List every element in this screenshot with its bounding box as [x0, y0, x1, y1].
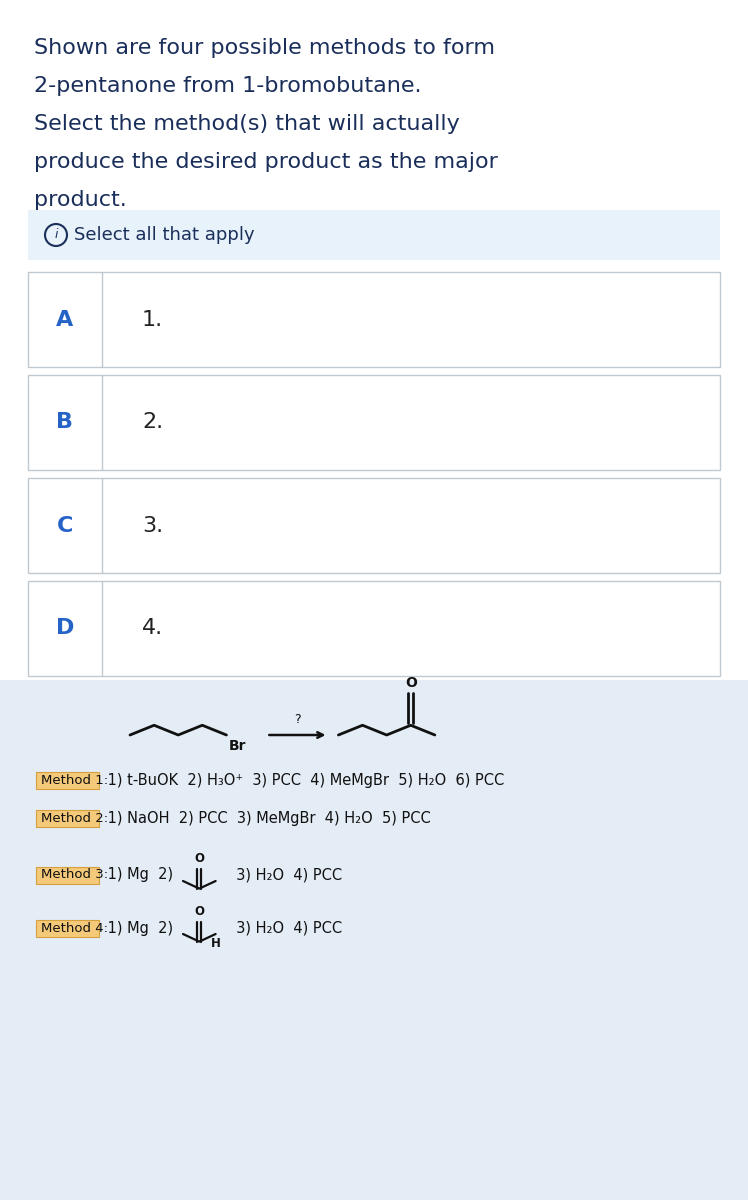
Text: Method 1:: Method 1:: [41, 774, 108, 786]
Text: Br: Br: [228, 739, 246, 754]
Bar: [28, 272, 720, 367]
Text: 3) H₂O  4) PCC: 3) H₂O 4) PCC: [227, 920, 342, 936]
Text: ?: ?: [294, 713, 301, 726]
Text: Shown are four possible methods to form: Shown are four possible methods to form: [34, 38, 495, 58]
Text: i: i: [55, 228, 58, 240]
Text: D: D: [56, 618, 74, 638]
Text: 3) H₂O  4) PCC: 3) H₂O 4) PCC: [227, 868, 342, 882]
Bar: [36, 772, 99, 788]
Text: H: H: [211, 937, 221, 950]
Text: 4.: 4.: [142, 618, 163, 638]
Bar: [28, 210, 720, 260]
Bar: [28, 478, 720, 572]
Text: 3.: 3.: [142, 516, 163, 535]
Text: C: C: [57, 516, 73, 535]
Text: B: B: [57, 413, 73, 432]
Text: 1) Mg  2): 1) Mg 2): [103, 868, 178, 882]
Bar: [28, 374, 720, 470]
Text: 1) NaOH  2) PCC  3) MeMgBr  4) H₂O  5) PCC: 1) NaOH 2) PCC 3) MeMgBr 4) H₂O 5) PCC: [103, 810, 431, 826]
Text: O: O: [194, 905, 204, 918]
Text: 1) Mg  2): 1) Mg 2): [103, 920, 178, 936]
Bar: [28, 581, 720, 676]
Text: O: O: [405, 677, 417, 690]
Text: 2-pentanone from 1-bromobutane.: 2-pentanone from 1-bromobutane.: [34, 76, 422, 96]
Text: A: A: [56, 310, 73, 330]
Text: product.: product.: [34, 190, 126, 210]
Text: 1) t-BuOK  2) H₃O⁺  3) PCC  4) MeMgBr  5) H₂O  6) PCC: 1) t-BuOK 2) H₃O⁺ 3) PCC 4) MeMgBr 5) H₂…: [103, 773, 504, 787]
Bar: [36, 810, 99, 827]
Text: Method 2:: Method 2:: [41, 811, 108, 824]
Bar: [36, 919, 99, 936]
Text: Method 3:: Method 3:: [41, 869, 108, 882]
Text: produce the desired product as the major: produce the desired product as the major: [34, 152, 498, 172]
Text: Method 4:: Method 4:: [41, 922, 108, 935]
Text: Select the method(s) that will actually: Select the method(s) that will actually: [34, 114, 460, 134]
Text: 1.: 1.: [142, 310, 163, 330]
Text: 2.: 2.: [142, 413, 163, 432]
Bar: [36, 866, 99, 883]
Bar: [0, 680, 748, 1200]
Text: O: O: [194, 852, 204, 865]
Text: Select all that apply: Select all that apply: [74, 226, 254, 244]
